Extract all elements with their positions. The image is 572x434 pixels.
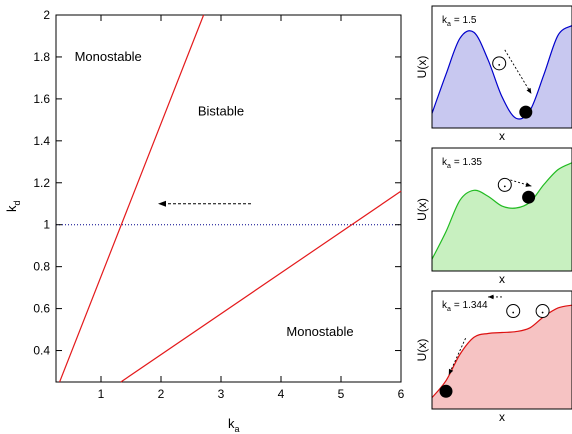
panel-ka-subscript: a — [447, 21, 451, 28]
x-axis-label: ka — [228, 416, 240, 434]
panel-ka-label: ka = 1.344 — [442, 300, 488, 313]
panel-ka-label: ka = 1.35 — [442, 157, 482, 170]
panel-frame — [431, 290, 572, 410]
phase-diagram: Monostable Bistable Monostable 1 2 3 4 5 6 0.4 0.… — [4, 8, 405, 434]
panel-ka-symbol: k — [442, 15, 448, 26]
potential-fill — [432, 25, 572, 128]
panel-y-label: U(x) — [415, 198, 429, 221]
panel-arrow — [504, 49, 532, 95]
hollow-ball-dot — [512, 311, 515, 314]
y-tick-label: 1.6 — [33, 92, 50, 106]
y-tick-label: 2 — [43, 8, 50, 22]
y-tick-label: 0.4 — [33, 344, 50, 358]
panel-x-label: x — [499, 410, 505, 424]
arrow-head — [158, 200, 166, 207]
panel-frame — [431, 147, 572, 272]
x-tick-label: 6 — [398, 387, 405, 401]
solid-ball — [519, 105, 533, 119]
plot-frame — [55, 14, 402, 383]
y-tick-label: 0.6 — [33, 302, 50, 316]
region-label: Monostable — [75, 49, 142, 64]
x-tick-label: 2 — [158, 387, 165, 401]
panel-frame — [431, 5, 572, 129]
potential-panel-3: ka = 1.344 x U(x) — [415, 290, 572, 424]
potential-curve — [431, 162, 572, 260]
solid-ball — [439, 384, 453, 398]
y-axis-label: kd — [4, 200, 22, 212]
x-tick-label: 3 — [218, 387, 225, 401]
panel-ka-subscript: a — [447, 306, 451, 313]
panel-arrow-2 — [448, 338, 467, 375]
y-tick-label: 0.8 — [33, 260, 50, 274]
panel-ka-value: = 1.344 — [454, 300, 488, 311]
panel-arrow-head — [488, 294, 494, 300]
panel-arrow-head — [525, 182, 532, 187]
panel-ka-symbol: k — [442, 157, 448, 168]
x-tick-label: 4 — [278, 387, 285, 401]
hollow-ball-dot — [503, 185, 506, 188]
panel-y-label: U(x) — [415, 339, 429, 362]
boundary-line-2 — [120, 190, 402, 383]
hollow-ball — [535, 304, 550, 319]
hollow-ball — [506, 304, 521, 319]
panel-ka-value: = 1.5 — [454, 15, 477, 26]
hollow-ball — [492, 56, 507, 71]
x-tick-label: 1 — [98, 387, 105, 401]
panel-arrow-2-head — [448, 368, 454, 375]
y-tick-label: 1.2 — [33, 176, 50, 190]
region-label: Monostable — [286, 324, 353, 339]
potential-fill — [432, 162, 572, 271]
boundary-line-1 — [59, 14, 205, 383]
panel-ka-symbol: k — [442, 300, 448, 311]
hollow-ball-dot — [498, 63, 501, 66]
solid-ball — [522, 190, 536, 204]
hollow-ball — [497, 177, 512, 192]
panel-ka-label: ka = 1.5 — [442, 15, 477, 28]
panel-ka-value: = 1.35 — [454, 157, 483, 168]
potential-fill — [432, 305, 572, 409]
y-tick-label: 1 — [43, 218, 50, 232]
region-label: Bistable — [198, 104, 244, 119]
potential-panel-2: ka = 1.35 x U(x) — [415, 147, 572, 286]
panel-ka-subscript: a — [447, 163, 451, 170]
panel-arrow-head — [526, 87, 532, 94]
y-tick-label: 1.8 — [33, 50, 50, 64]
x-tick-label: 5 — [338, 387, 345, 401]
hollow-ball-dot — [541, 311, 544, 314]
panel-x-label: x — [499, 129, 505, 143]
y-tick-label: 1.4 — [33, 134, 50, 148]
panel-y-label: U(x) — [415, 56, 429, 79]
potential-panel-1: ka = 1.5 x U(x) — [415, 5, 572, 143]
panel-x-label: x — [499, 272, 505, 286]
potential-curve — [431, 24, 572, 120]
